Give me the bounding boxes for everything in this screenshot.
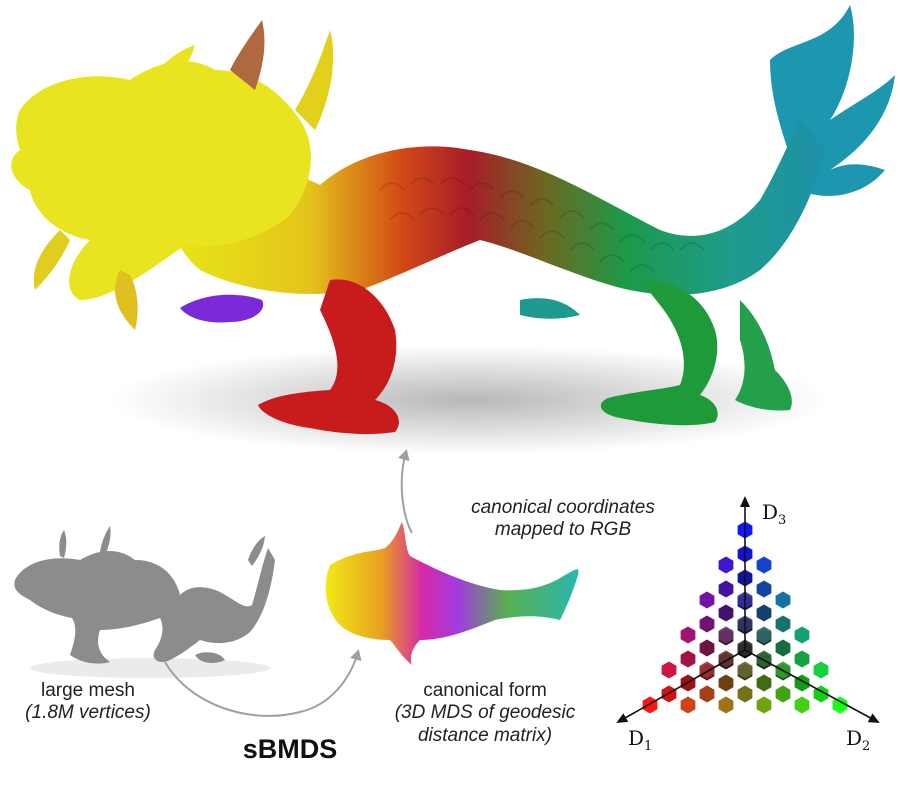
color-hexagon <box>642 696 658 714</box>
axis-d2-sub: 2 <box>862 739 871 754</box>
color-hexagon <box>718 556 734 574</box>
rgb-mapping-label: canonical coordinates mapped to RGB <box>418 497 708 542</box>
color-hexagon <box>699 591 715 609</box>
axis-d1-label: D1 <box>628 726 652 754</box>
color-hexagon <box>756 626 772 644</box>
color-hexagon <box>718 696 734 714</box>
color-hexagon <box>756 696 772 714</box>
sbmds-arrow <box>164 649 362 717</box>
color-hexagon <box>775 639 791 657</box>
canonical-form-desc-1: (3D MDS of geodesic <box>394 702 576 724</box>
color-hexagon <box>680 696 696 714</box>
color-hexagon <box>756 650 772 668</box>
canonical-form-shape <box>325 522 579 665</box>
large-mesh-label: large mesh (1.8M vertices) <box>0 680 176 725</box>
axis-d2-arrow <box>744 649 880 723</box>
color-hexagon <box>832 696 848 714</box>
axis-d3-letter: D <box>762 500 779 524</box>
color-hexagon <box>756 580 772 598</box>
rgb-mapping-line-2: mapped to RGB <box>494 519 632 541</box>
canonical-form-desc-2: distance matrix) <box>417 724 553 746</box>
color-hexagon <box>699 639 715 657</box>
rgb-mapping-arrow <box>398 449 413 534</box>
axis-d1-letter: D <box>628 726 645 750</box>
axis-d3-sub: 3 <box>778 513 787 528</box>
color-hexagon <box>756 674 772 692</box>
color-hexagon <box>794 626 810 644</box>
color-hexagon <box>718 580 734 598</box>
color-hexagon <box>775 591 791 609</box>
color-hexagon <box>756 604 772 622</box>
color-hexagon <box>775 615 791 633</box>
color-hexagon <box>737 661 753 679</box>
canonical-form-label: canonical form (3D MDS of geodesic dista… <box>360 680 610 747</box>
axes <box>616 496 880 723</box>
axis-d1-arrow <box>616 649 746 723</box>
color-hexagon <box>699 685 715 703</box>
large-mesh-title: large mesh <box>41 680 135 701</box>
dragon-gray-mesh <box>14 526 275 678</box>
large-mesh-vertices: (1.8M vertices) <box>25 702 151 724</box>
color-hexagon <box>718 604 734 622</box>
color-hexagon <box>718 626 734 644</box>
color-hexagon <box>680 626 696 644</box>
axis-d1-sub: 1 <box>644 739 653 754</box>
sbmds-label: sBMDS <box>242 734 338 764</box>
dragon-colored-render <box>11 5 895 455</box>
axis-d3-label: D3 <box>762 500 786 528</box>
color-hexagon <box>813 661 829 679</box>
color-hexagon <box>794 650 810 668</box>
canonical-form-title: canonical form <box>423 680 547 701</box>
rgb-mapping-line-1: canonical coordinates <box>471 497 655 518</box>
color-hexagon <box>680 650 696 668</box>
color-hexagon <box>661 661 677 679</box>
color-hexagon <box>699 615 715 633</box>
axis-d2-label: D2 <box>846 726 870 754</box>
color-hexagon <box>775 685 791 703</box>
axis-d2-letter: D <box>846 726 863 750</box>
color-hexagon <box>718 674 734 692</box>
color-hexagon <box>794 696 810 714</box>
color-hexagon <box>756 556 772 574</box>
color-hexagon <box>737 685 753 703</box>
